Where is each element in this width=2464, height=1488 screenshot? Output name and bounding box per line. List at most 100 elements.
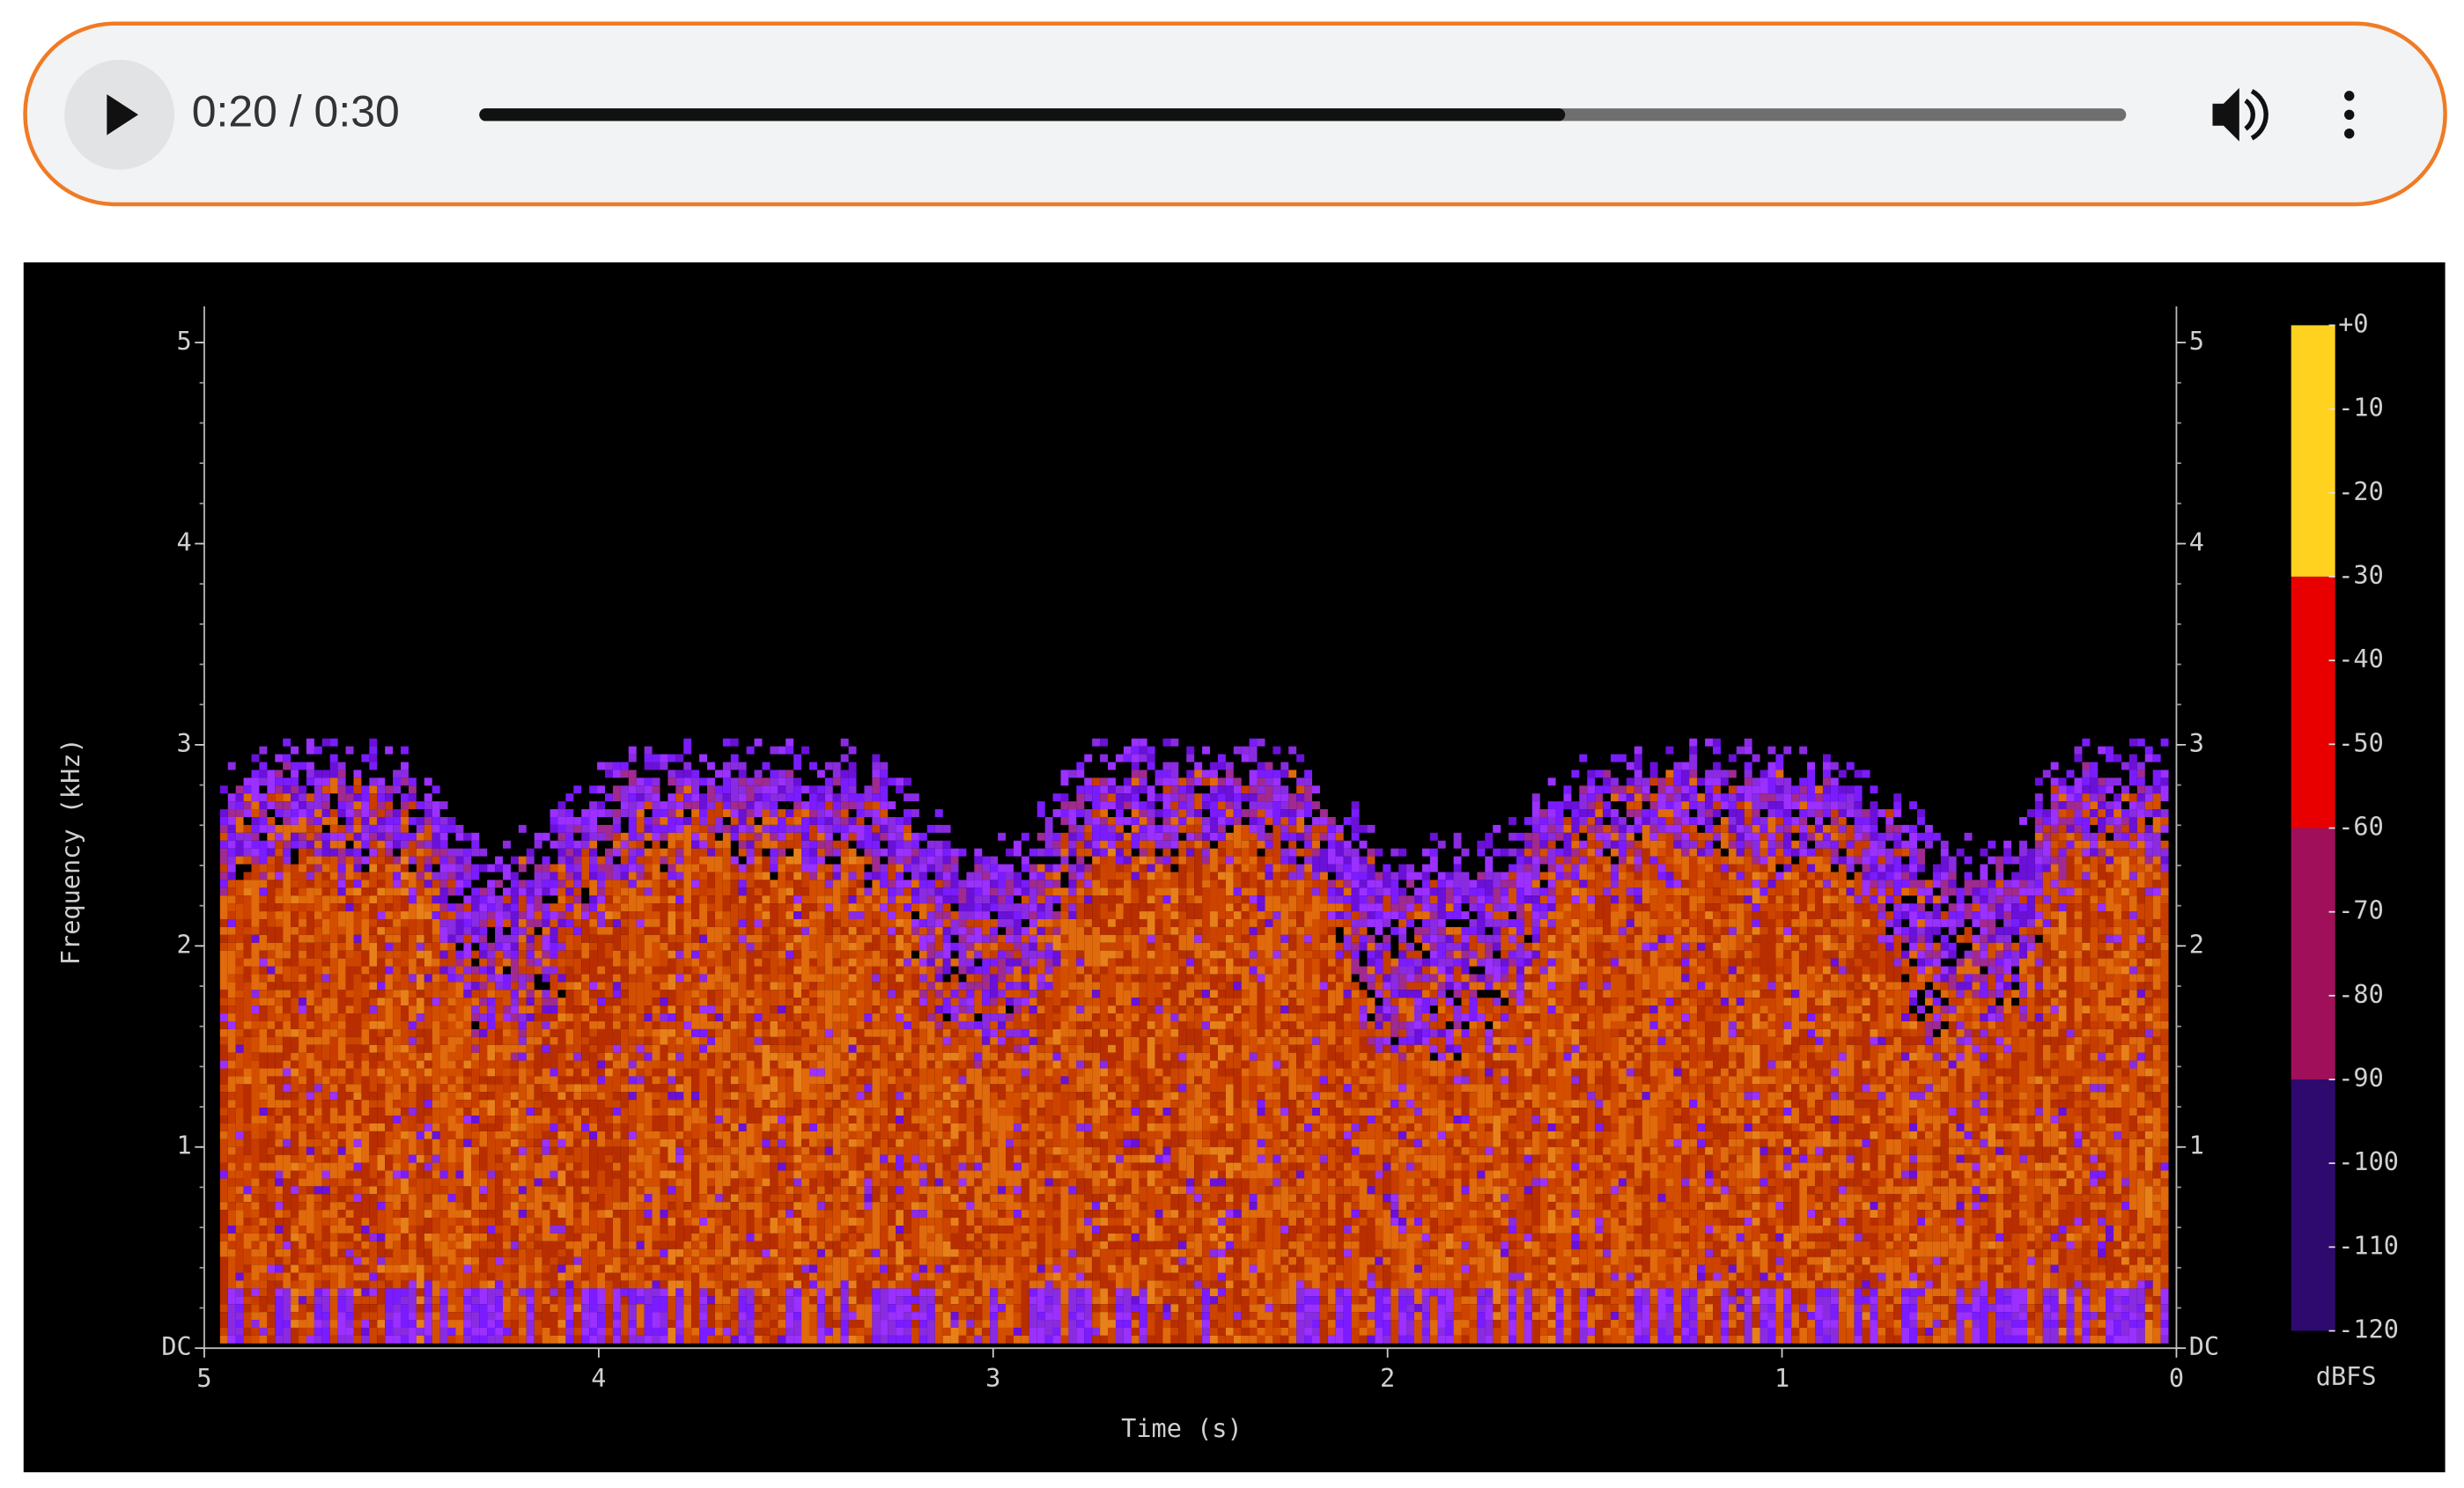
spectrogram-cell xyxy=(722,1280,731,1297)
spectrogram-cell xyxy=(314,864,322,873)
spectrogram-cell xyxy=(612,1170,621,1179)
spectrogram-cell xyxy=(275,872,284,880)
spectrogram-cell xyxy=(361,950,370,967)
spectrogram-cell xyxy=(369,1131,378,1155)
spectrogram-cell xyxy=(856,1052,865,1069)
spectrogram-cell xyxy=(683,1178,692,1203)
spectrogram-cell xyxy=(816,1138,825,1147)
spectrogram-cell xyxy=(762,1272,771,1289)
spectrogram-cell xyxy=(746,1036,755,1053)
spectrogram-cell xyxy=(801,1170,809,1179)
spectrogram-cell xyxy=(329,1162,338,1179)
spectrogram-cell xyxy=(243,1028,252,1037)
spectrogram-cell xyxy=(227,880,236,888)
spectrogram-cell xyxy=(722,777,731,794)
spectrogram-cell xyxy=(518,1006,527,1014)
spectrogram-cell xyxy=(856,1194,865,1203)
spectrogram-cell xyxy=(589,785,598,794)
spectrogram-cell xyxy=(267,1264,276,1273)
spectrogram-cell xyxy=(275,1288,284,1297)
spectrogram-cell xyxy=(275,793,284,802)
spectrogram-cell xyxy=(691,942,700,951)
spectrogram-cell xyxy=(283,1076,291,1085)
spectrogram-cell xyxy=(439,903,448,912)
spectrogram-cell xyxy=(652,1138,660,1147)
spectrogram-cell xyxy=(801,1154,809,1163)
spectrogram-cell xyxy=(754,982,763,998)
spectrogram-cell xyxy=(793,1036,802,1045)
spectrogram-cell xyxy=(565,872,574,880)
spectrogram-cell xyxy=(770,1320,778,1328)
spectrogram-cell xyxy=(283,1249,291,1257)
spectrogram-cell xyxy=(345,1218,354,1226)
menu-button[interactable] xyxy=(2344,91,2355,139)
spectrogram-cell xyxy=(840,848,849,857)
spectrogram-cell xyxy=(291,1162,299,1171)
spectrogram-cell xyxy=(573,895,582,904)
spectrogram-cell xyxy=(706,1272,715,1281)
spectrogram-cell xyxy=(581,918,590,943)
spectrogram-cell xyxy=(896,998,904,1006)
spectrogram-cell xyxy=(636,856,645,865)
spectrogram-cell xyxy=(793,926,802,935)
spectrogram-cell xyxy=(283,1178,291,1211)
spectrogram-cell xyxy=(463,872,472,880)
spectrogram-cell xyxy=(880,832,889,841)
spectrogram-cell xyxy=(408,982,417,991)
spectrogram-cell xyxy=(904,1312,911,1321)
spectrogram-cell xyxy=(321,950,330,959)
spectrogram-cell xyxy=(589,926,598,935)
spectrogram-cell xyxy=(369,785,378,794)
spectrogram-cell xyxy=(896,1320,904,1328)
spectrogram-cell xyxy=(275,1233,284,1249)
spectrogram-cell xyxy=(408,1210,417,1226)
spectrogram-cell xyxy=(479,1146,488,1171)
spectrogram-cell xyxy=(526,918,535,927)
spectrogram-cell xyxy=(880,1225,889,1249)
spectrogram-cell xyxy=(778,1076,786,1093)
spectrogram-cell xyxy=(628,848,637,857)
spectrogram-cell xyxy=(385,1280,394,1289)
spectrogram-cell xyxy=(550,1092,558,1116)
spectrogram-cell xyxy=(259,777,268,786)
spectrogram-cell xyxy=(762,942,771,951)
spectrogram-cell xyxy=(644,824,653,833)
spectrogram-cell xyxy=(463,848,472,857)
spectrogram-cell xyxy=(299,848,306,865)
volume-button[interactable] xyxy=(2212,87,2269,142)
spectrogram-cell xyxy=(267,801,276,810)
spectrogram-cell xyxy=(447,1225,456,1234)
spectrogram-cell xyxy=(542,1186,550,1195)
spectrogram-cell xyxy=(353,1233,362,1241)
spectrogram-cell xyxy=(793,998,802,1006)
spectrogram-cell xyxy=(793,872,802,880)
spectrogram-cell xyxy=(652,1154,660,1187)
spectrogram-cell xyxy=(353,1202,362,1234)
spectrogram-cell xyxy=(353,942,362,951)
spectrogram-cell xyxy=(259,998,268,1006)
spectrogram-cell xyxy=(495,1288,504,1297)
spectrogram-cell xyxy=(526,934,535,943)
spectrogram-cell xyxy=(824,801,833,810)
spectrogram-cell xyxy=(542,903,550,912)
spectrogram-cell xyxy=(950,918,959,935)
spectrogram-cell xyxy=(880,1335,889,1344)
spectrogram-cell xyxy=(816,1068,825,1077)
spectrogram-cell xyxy=(503,958,511,967)
spectrogram-cell xyxy=(479,1006,488,1014)
spectrogram-cell xyxy=(872,1186,881,1203)
spectrogram-cell xyxy=(542,1020,550,1029)
spectrogram-cell xyxy=(251,856,260,865)
spectrogram-cell xyxy=(808,1108,817,1123)
spectrogram-cell xyxy=(337,950,346,959)
spectrogram-cell xyxy=(856,1218,865,1226)
spectrogram-cell xyxy=(534,1108,542,1116)
spectrogram-cell xyxy=(243,1218,252,1226)
spectrogram-cell xyxy=(321,840,330,857)
spectrogram-cell xyxy=(424,966,432,975)
spectrogram-cell xyxy=(321,1100,330,1123)
spectrogram-cell xyxy=(534,966,542,975)
spectrogram-cell xyxy=(495,1327,504,1336)
spectrogram-cell xyxy=(770,982,778,991)
